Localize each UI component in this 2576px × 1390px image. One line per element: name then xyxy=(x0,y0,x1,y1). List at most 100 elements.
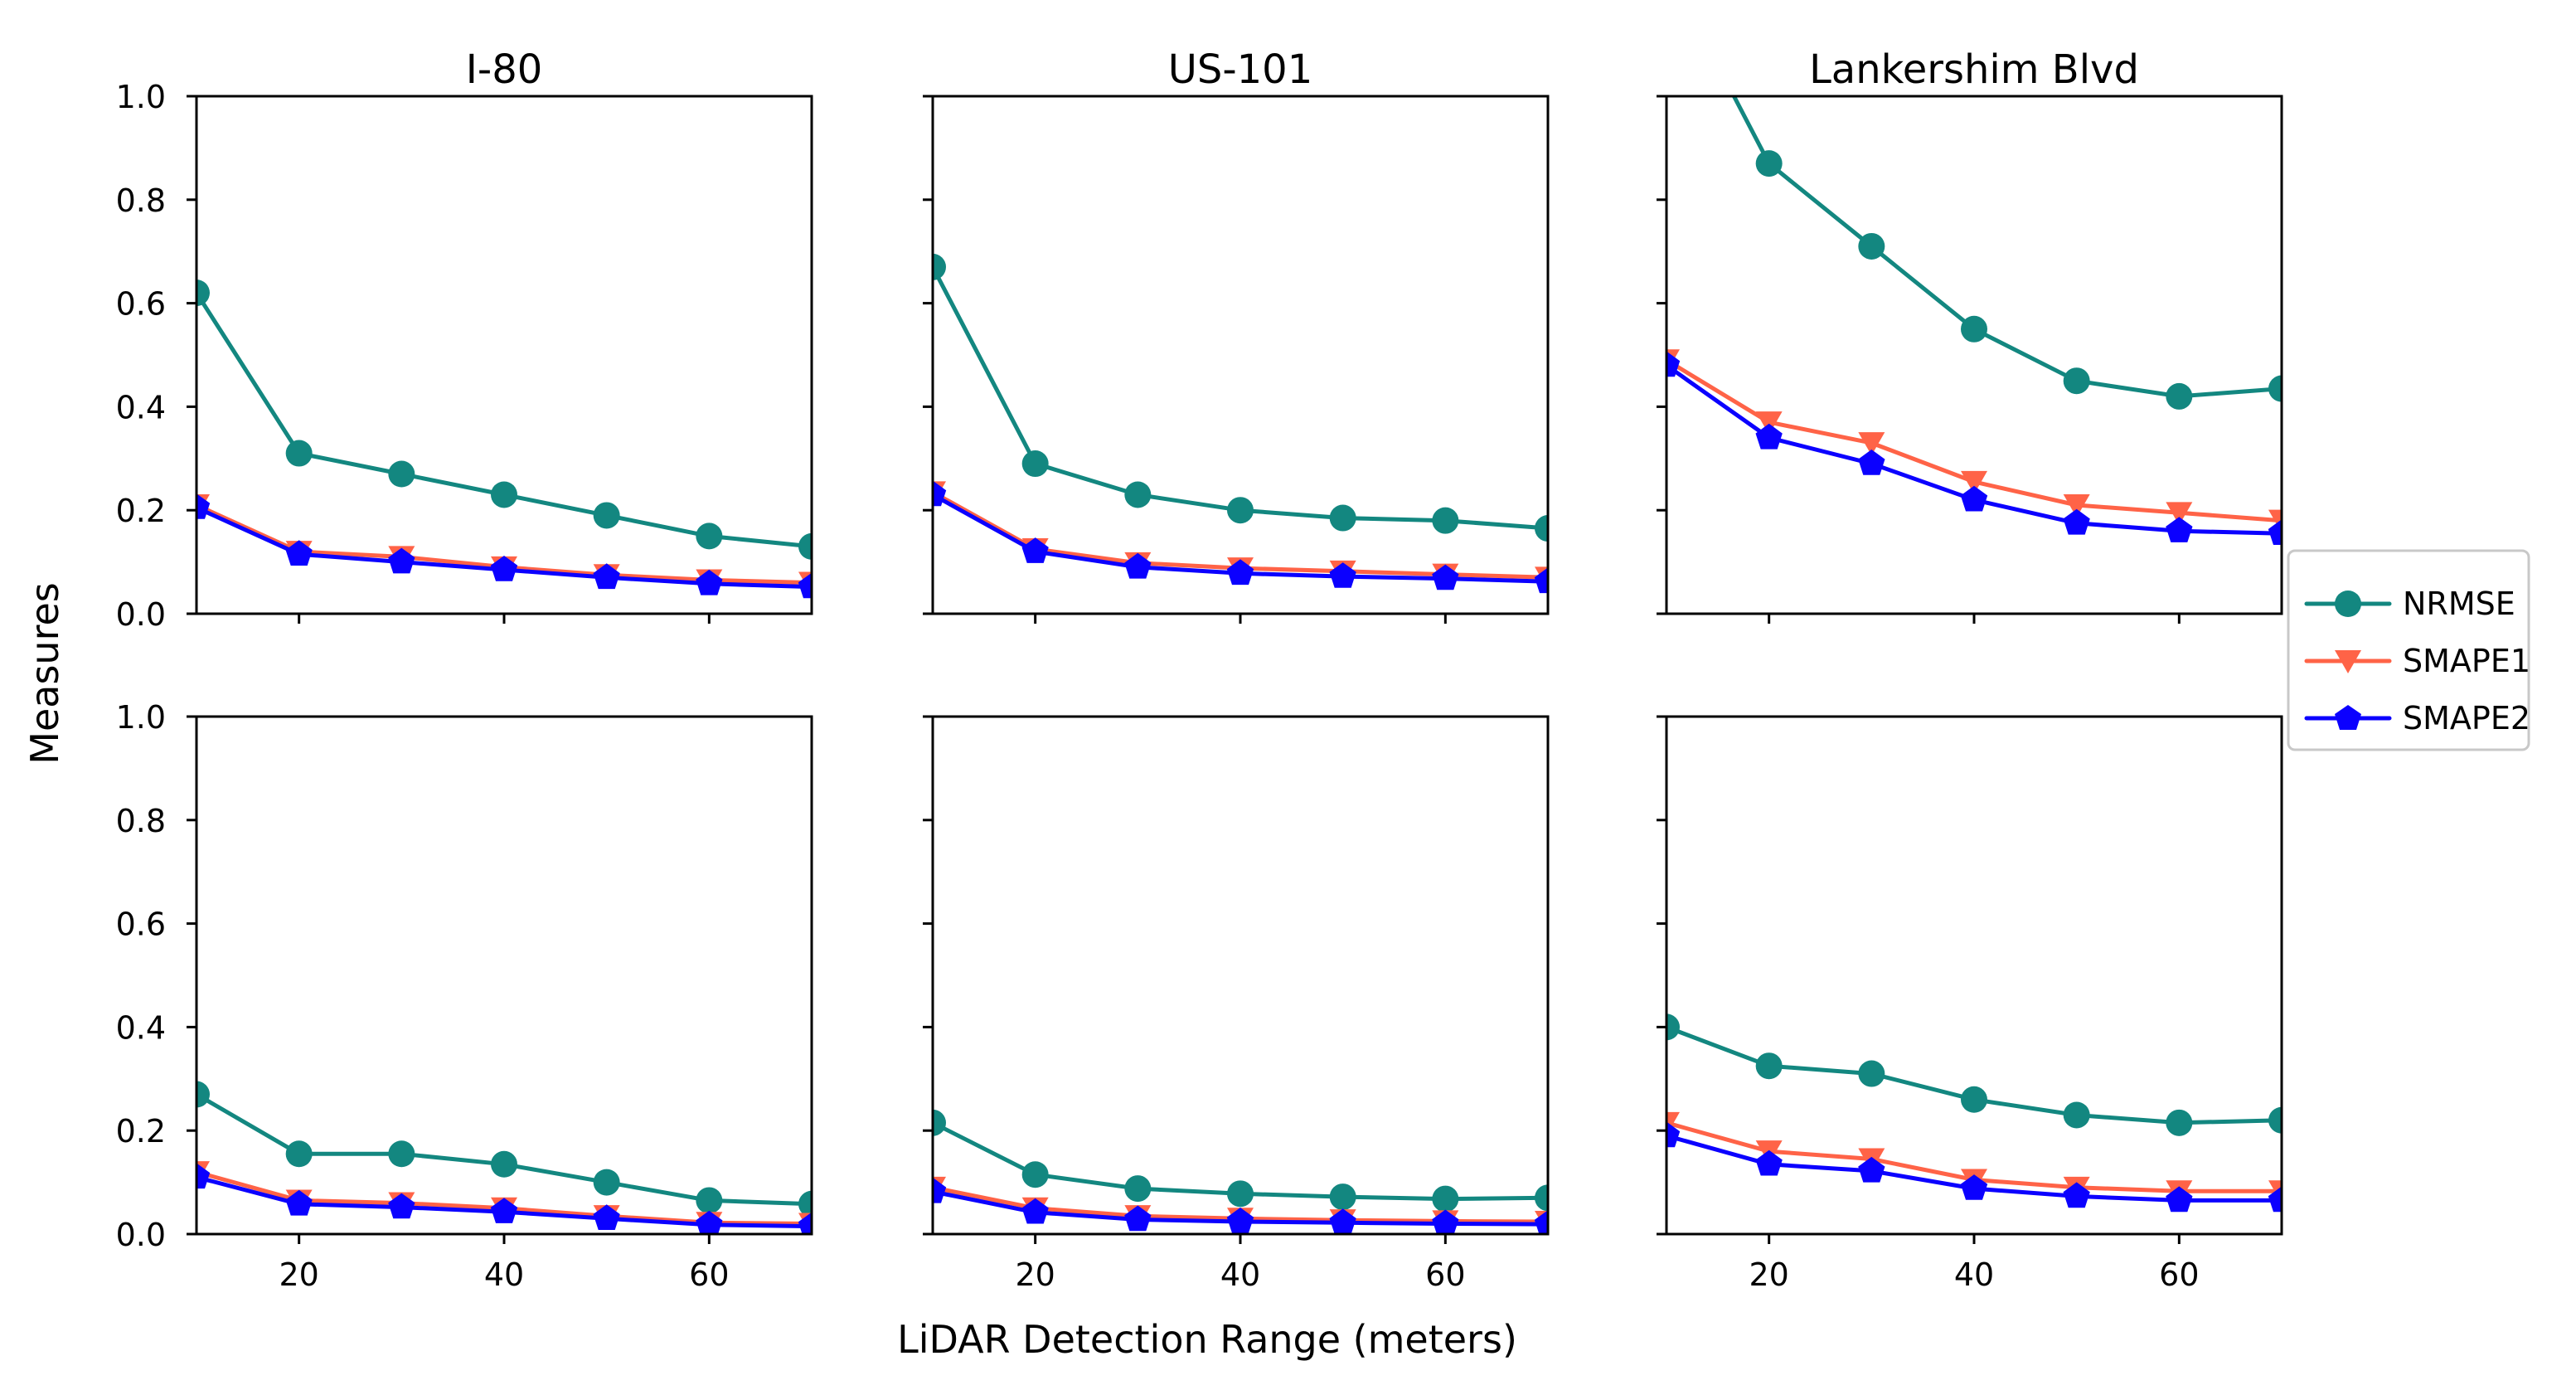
data-point-smape2 xyxy=(1755,423,1783,450)
subplot-r2-c3: 20 40 60 xyxy=(1657,715,2283,1293)
data-point-smape1 xyxy=(2063,493,2090,518)
y-tick-label: 0.4 xyxy=(116,389,166,425)
data-point-nrmse xyxy=(2166,1109,2193,1136)
shared-x-axis-label: LiDAR Detection Range (meters) xyxy=(897,1317,1517,1362)
data-point-smape2 xyxy=(696,569,723,595)
data-point-nrmse xyxy=(798,532,812,560)
x-tick-label: 40 xyxy=(1220,1256,1260,1293)
data-point-nrmse xyxy=(1755,1052,1783,1080)
plot-area xyxy=(933,1109,1548,1234)
data-point-smape2 xyxy=(2166,517,2193,542)
y-tick-label: 0.4 xyxy=(116,1009,166,1046)
data-point-smape2 xyxy=(285,540,313,566)
y-tick-label: 0.0 xyxy=(116,1217,166,1253)
legend-marker-smape1 xyxy=(2335,650,2361,673)
data-point-smape2 xyxy=(798,1212,812,1234)
data-point-smape2 xyxy=(696,1210,723,1234)
x-tick-label: 40 xyxy=(484,1256,524,1293)
data-point-smape2 xyxy=(1666,351,1681,377)
data-point-nrmse xyxy=(1227,1180,1254,1208)
subplot-r1-c2: US-101 xyxy=(923,46,1550,624)
data-point-nrmse xyxy=(2063,1101,2090,1129)
data-point-smape2 xyxy=(1755,1149,1783,1176)
x-tick-label: 60 xyxy=(2159,1256,2199,1293)
data-point-nrmse xyxy=(1961,315,1987,343)
data-point-smape2 xyxy=(798,572,812,599)
data-point-nrmse xyxy=(798,1190,812,1217)
axes-frame xyxy=(195,95,813,615)
data-point-smape1 xyxy=(1858,432,1885,456)
plot-area xyxy=(1666,96,2282,545)
y-tick-label: 0.8 xyxy=(116,803,166,839)
data-point-nrmse xyxy=(1858,1060,1885,1087)
y-tick-label: 1.0 xyxy=(116,79,166,115)
data-point-smape1 xyxy=(2166,502,2193,526)
data-point-smape2 xyxy=(593,1204,620,1230)
data-point-nrmse xyxy=(933,1109,946,1136)
data-point-smape2 xyxy=(1432,1209,1459,1234)
data-point-smape1 xyxy=(1961,470,1987,494)
subplot-title: Lankershim Blvd xyxy=(1809,46,2139,93)
data-point-nrmse xyxy=(1432,1185,1459,1213)
data-point-nrmse xyxy=(285,440,313,467)
data-point-nrmse xyxy=(1535,1184,1548,1212)
legend-label-nrmse: NRMSE xyxy=(2403,586,2515,622)
data-point-nrmse xyxy=(196,279,210,307)
data-point-smape2 xyxy=(2166,1186,2193,1213)
data-point-smape2 xyxy=(1960,1174,1988,1200)
y-tick-label: 1.0 xyxy=(116,699,166,736)
subplot-panels: I-80 0.0 0.2 0.4 0.6 0.8 1.0 US-101 Lankershim B… xyxy=(116,46,2283,1293)
data-point-nrmse xyxy=(285,1140,313,1168)
data-point-smape2 xyxy=(1124,1205,1152,1232)
data-point-nrmse xyxy=(491,1150,517,1178)
data-point-smape2 xyxy=(196,493,211,519)
data-point-smape2 xyxy=(1534,567,1548,594)
data-point-smape2 xyxy=(2268,1186,2282,1213)
data-point-smape2 xyxy=(1858,1156,1885,1183)
data-point-smape2 xyxy=(593,563,620,590)
y-tick-label: 0.0 xyxy=(116,596,166,633)
data-point-nrmse xyxy=(696,522,723,550)
data-point-nrmse xyxy=(1021,450,1049,478)
data-point-nrmse xyxy=(593,502,620,529)
data-point-smape2 xyxy=(490,1198,518,1223)
data-point-smape2 xyxy=(490,556,518,581)
subplot-title: I-80 xyxy=(466,46,543,93)
y-tick-label: 0.6 xyxy=(116,286,166,323)
subplot-r2-c2: 20 40 60 xyxy=(923,715,1550,1293)
axes-frame xyxy=(1665,95,2283,615)
axes-frame xyxy=(931,715,1550,1236)
x-tick-label: 20 xyxy=(279,1256,318,1293)
axes-frame xyxy=(931,95,1550,615)
y-tick-label: 0.2 xyxy=(116,493,166,529)
data-point-nrmse xyxy=(491,481,517,508)
x-tick-label: 60 xyxy=(689,1256,729,1293)
data-point-nrmse xyxy=(593,1169,620,1196)
data-point-smape1 xyxy=(1755,411,1783,435)
data-point-nrmse xyxy=(1858,232,1885,260)
data-point-nrmse xyxy=(1432,507,1459,534)
axes-frame xyxy=(195,715,813,1236)
x-tick-label: 60 xyxy=(1425,1256,1465,1293)
plot-area xyxy=(196,1081,812,1234)
data-point-nrmse xyxy=(388,460,415,488)
legend-marker-smape2 xyxy=(2335,705,2361,730)
data-point-smape2 xyxy=(196,1163,211,1189)
subplot-r1-c3: Lankershim Blvd xyxy=(1657,46,2283,624)
shared-y-axis-label: Measures xyxy=(22,582,67,764)
data-point-smape2 xyxy=(285,1189,313,1216)
data-point-smape2 xyxy=(1226,559,1254,586)
x-tick-label: 40 xyxy=(1954,1256,1994,1293)
legend-entry-smape1: SMAPE1 xyxy=(2304,643,2530,679)
data-point-nrmse xyxy=(2063,367,2090,395)
series-line-nrmse xyxy=(196,291,812,549)
data-point-nrmse xyxy=(1329,1183,1356,1211)
data-point-nrmse xyxy=(1961,1086,1987,1113)
data-point-smape2 xyxy=(1666,1121,1681,1148)
data-point-smape2 xyxy=(1021,1198,1049,1224)
legend: NRMSE SMAPE1 SMAPE2 xyxy=(2287,549,2530,751)
data-point-smape2 xyxy=(1534,1210,1548,1234)
data-point-nrmse xyxy=(196,1081,210,1108)
y-tick-label: 0.2 xyxy=(116,1113,166,1149)
